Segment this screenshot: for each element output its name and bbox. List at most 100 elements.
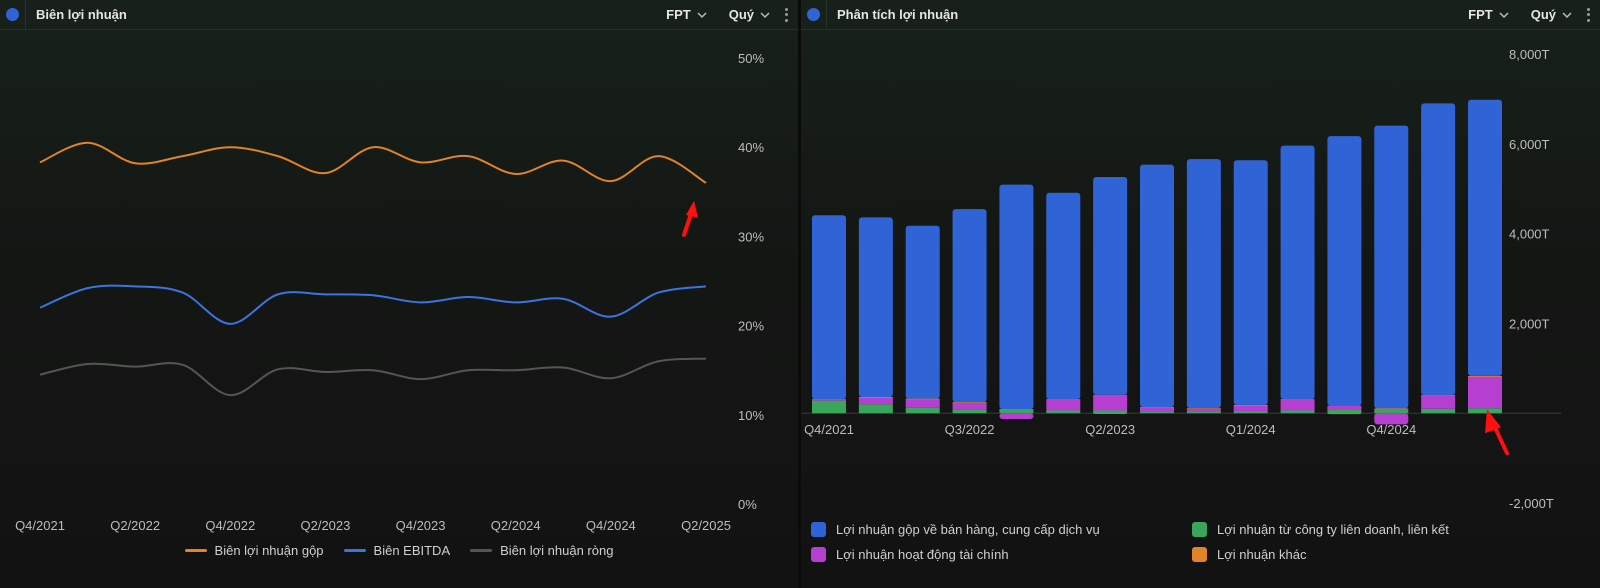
bar-segment[interactable] — [1468, 375, 1502, 377]
bar-segment[interactable] — [1280, 399, 1315, 411]
bar-segment[interactable] — [1421, 408, 1456, 414]
panel-title: Biên lợi nhuận — [36, 7, 127, 22]
bar-segment[interactable] — [999, 409, 1034, 414]
bar-segment[interactable] — [1186, 159, 1221, 409]
y-tick-label: 30% — [738, 229, 764, 244]
panel-status-dot[interactable] — [6, 8, 19, 21]
bar-segment[interactable] — [952, 209, 987, 403]
bar-segment[interactable] — [1233, 410, 1268, 414]
bar-segment[interactable] — [1186, 408, 1221, 410]
y-tick-label: -2,000T — [1509, 496, 1554, 511]
bar-segment[interactable] — [1468, 408, 1502, 414]
x-tick-label: Q4/2021 — [804, 422, 854, 437]
more-options-icon[interactable] — [1586, 7, 1590, 22]
bar-segment[interactable] — [812, 400, 846, 414]
bar-segment[interactable] — [905, 398, 940, 400]
x-tick-label: Q4/2024 — [1366, 422, 1416, 437]
profit-analysis-panel: Phân tích lợi nhuận FPT Quý -2,000T 2,000… — [801, 0, 1600, 588]
ticker-label: FPT — [1468, 7, 1493, 22]
bar-segment[interactable] — [1280, 410, 1315, 414]
bar-segment[interactable] — [1327, 405, 1362, 410]
ticker-select[interactable]: FPT — [666, 7, 707, 22]
bar-segment[interactable] — [1093, 177, 1128, 395]
bar-segment[interactable] — [1046, 192, 1081, 400]
legend-label: Lợi nhuận từ công ty liên doanh, liên kế… — [1217, 522, 1449, 537]
bar-segment[interactable] — [1421, 103, 1456, 396]
series-line[interactable] — [39, 141, 707, 184]
bar-segment[interactable] — [1046, 399, 1081, 411]
bar-segment[interactable] — [1233, 405, 1268, 411]
legend-item[interactable]: Biên lợi nhuận ròng — [470, 543, 613, 558]
x-tick-label: Q2/2023 — [1085, 422, 1135, 437]
bar-segment[interactable] — [1421, 395, 1456, 409]
x-tick-label: Q2/2023 — [300, 518, 350, 533]
bar-segment[interactable] — [952, 402, 987, 410]
bar-segment[interactable] — [999, 409, 1034, 410]
more-options-icon[interactable] — [784, 7, 788, 22]
x-tick-label: Q3/2022 — [945, 422, 995, 437]
bar-segment[interactable] — [952, 409, 987, 414]
series-line[interactable] — [39, 284, 707, 325]
period-select[interactable]: Quý — [729, 7, 770, 22]
bar-segment[interactable] — [1140, 407, 1174, 408]
bar-segment[interactable] — [1186, 409, 1221, 412]
bar-segment[interactable] — [1046, 399, 1081, 401]
bar-segment[interactable] — [858, 404, 893, 414]
bar-segment[interactable] — [1374, 408, 1409, 410]
bar-segment[interactable] — [1233, 404, 1268, 406]
bar-segment[interactable] — [999, 413, 1034, 420]
y-tick-label: 4,000T — [1509, 227, 1550, 242]
legend-item[interactable]: Lợi nhuận hoạt động tài chính — [811, 547, 1009, 562]
y-tick-label: 0% — [738, 497, 757, 512]
legend-item[interactable]: Lợi nhuận từ công ty liên doanh, liên kế… — [1192, 522, 1449, 537]
bar-segment[interactable] — [858, 397, 893, 398]
ticker-select[interactable]: FPT — [1468, 7, 1509, 22]
bar-segment[interactable] — [1421, 395, 1456, 397]
x-tick-label: Q4/2021 — [15, 518, 65, 533]
bar-segment[interactable] — [1140, 164, 1174, 408]
bar-segment[interactable] — [1468, 99, 1502, 376]
bar-segment[interactable] — [812, 399, 846, 401]
legend-item[interactable]: Biên lợi nhuận gộp — [184, 543, 324, 558]
panel-status-dot[interactable] — [807, 8, 820, 21]
bar-segment[interactable] — [1093, 394, 1128, 411]
legend-item[interactable]: Biên EBITDA — [343, 543, 450, 558]
y-tick-label: 10% — [738, 408, 764, 423]
bar-segment[interactable] — [1327, 409, 1362, 414]
bar-segment[interactable] — [1093, 410, 1128, 414]
bar-segment[interactable] — [952, 402, 987, 403]
bar-segment[interactable] — [905, 225, 940, 399]
legend-item[interactable]: Lợi nhuận gộp về bán hàng, cung cấp dịch… — [811, 522, 1100, 537]
x-tick-label: Q4/2024 — [586, 518, 636, 533]
bar-segment[interactable] — [1374, 125, 1409, 409]
bar-segment[interactable] — [1280, 145, 1315, 400]
legend-label: Lợi nhuận hoạt động tài chính — [836, 547, 1009, 562]
bar-segment[interactable] — [1374, 409, 1409, 414]
bar-segment[interactable] — [905, 399, 940, 408]
series-line[interactable] — [39, 357, 707, 397]
x-tick-label: Q2/2025 — [681, 518, 731, 533]
bar-segment[interactable] — [1233, 160, 1268, 405]
bar-segment[interactable] — [812, 399, 846, 401]
chevron-down-icon — [1562, 11, 1572, 18]
bar-segment[interactable] — [858, 217, 893, 398]
bar-segment[interactable] — [858, 397, 893, 405]
bar-segment[interactable] — [1327, 413, 1362, 415]
bar-segment[interactable] — [1046, 410, 1081, 414]
bar-segment[interactable] — [1140, 407, 1174, 412]
bar-segment[interactable] — [905, 407, 940, 414]
period-label: Quý — [728, 7, 754, 22]
period-select[interactable]: Quý — [1531, 7, 1572, 22]
chevron-down-icon — [760, 11, 770, 18]
bar-segment[interactable] — [1374, 413, 1409, 425]
legend-item[interactable]: Lợi nhuận khác — [1192, 547, 1306, 562]
bar-segment[interactable] — [1093, 413, 1128, 414]
bar-segment[interactable] — [1186, 411, 1221, 414]
bar-segment[interactable] — [1140, 411, 1174, 414]
bar-segment[interactable] — [1280, 399, 1315, 401]
bar-segment[interactable] — [812, 215, 846, 400]
bar-segment[interactable] — [1468, 376, 1502, 409]
bar-segment[interactable] — [1327, 136, 1362, 406]
legend-swatch — [184, 549, 207, 552]
bar-segment[interactable] — [999, 184, 1034, 410]
